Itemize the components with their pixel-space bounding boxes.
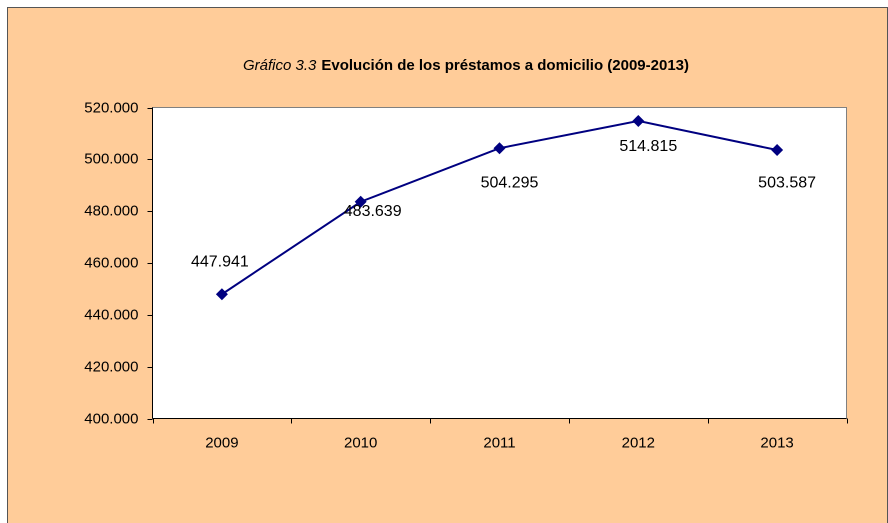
data-label: 503.587	[758, 174, 816, 191]
data-label: 514.815	[619, 138, 677, 155]
x-tick-label: 2011	[483, 434, 515, 451]
y-tick-label: 400.000	[84, 410, 138, 427]
y-tick-label: 440.000	[84, 306, 138, 323]
y-tick-label: 520.000	[84, 99, 138, 116]
data-point	[215, 288, 228, 301]
title-prefix: Gráfico 3.3	[243, 57, 317, 74]
title-main: Evolución de los préstamos a domicilio (…	[321, 57, 689, 74]
data-point	[771, 144, 784, 157]
chart-title: Gráfico 3.3 Evolución de los préstamos a …	[243, 57, 689, 74]
y-tick-label: 500.000	[84, 150, 138, 167]
data-label: 504.295	[481, 174, 539, 191]
y-tick-label: 460.000	[84, 254, 138, 271]
data-label: 447.941	[191, 253, 249, 270]
y-tick-label: 480.000	[84, 202, 138, 219]
y-tick-label: 420.000	[84, 358, 138, 375]
data-point	[354, 195, 367, 208]
data-label: 483.639	[344, 203, 402, 220]
x-tick-label: 2012	[622, 434, 655, 451]
data-point	[493, 142, 506, 155]
data-point	[632, 114, 645, 127]
x-tick-label: 2010	[344, 434, 377, 451]
x-tick-label: 2009	[205, 434, 238, 451]
x-tick-label: 2013	[760, 434, 793, 451]
